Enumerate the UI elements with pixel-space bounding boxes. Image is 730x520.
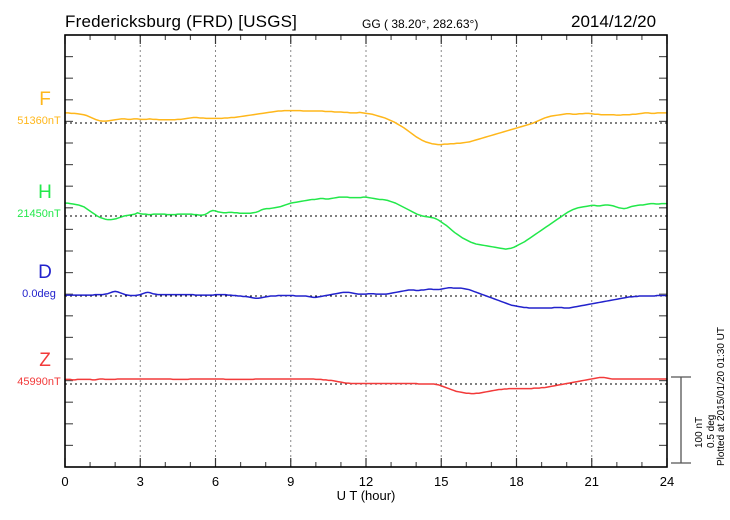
x-tick-label: 24 — [660, 474, 674, 489]
x-tick-label: 21 — [585, 474, 599, 489]
trace-layer — [64, 109, 668, 395]
component-label-F: F — [39, 89, 51, 110]
baseline-layer — [65, 122, 667, 385]
component-baseline-H: 21450nT — [17, 208, 61, 220]
x-tick-label: 12 — [359, 474, 373, 489]
x-tick-label: 18 — [509, 474, 523, 489]
observation-date: 2014/12/20 — [571, 12, 657, 31]
geographic-coordinates: GG ( 38.20°, 282.63°) — [362, 17, 479, 31]
x-tick-label: 9 — [287, 474, 294, 489]
component-baseline-F: 51360nT — [17, 115, 61, 127]
component-label-Z: Z — [39, 350, 51, 371]
scale-bar-deg-label: 0.5 deg — [706, 415, 717, 448]
scale-bar-nt-label: 100 nT — [694, 417, 705, 448]
x-tick-label: 3 — [137, 474, 144, 489]
station-title: Fredericksburg (FRD) [USGS] — [65, 12, 298, 31]
x-tick-labels: 0 3 6 9 12 15 18 21 24 — [61, 474, 674, 489]
trace-D — [64, 286, 668, 309]
trace-F — [64, 109, 668, 146]
component-baseline-D: 0.0deg — [22, 288, 56, 300]
x-axis-title: U T (hour) — [337, 488, 396, 503]
component-baseline-Z: 45990nT — [17, 376, 61, 388]
plotted-at-timestamp: Plotted at 2015/01/20 01:30 UT — [716, 327, 727, 466]
component-label-H: H — [38, 182, 52, 203]
trace-Z — [64, 376, 668, 395]
component-label-D: D — [38, 262, 52, 283]
plot-frame — [64, 34, 668, 468]
x-tick-label: 15 — [434, 474, 448, 489]
grid-layer — [139, 35, 593, 467]
x-tick-label: 0 — [61, 474, 68, 489]
component-labels: F 51360nT H 21450nT D 0.0deg Z 45990nT — [17, 89, 61, 388]
x-tick-label: 6 — [212, 474, 219, 489]
scale-bar: 100 nT 0.5 deg — [671, 376, 717, 464]
trace-H — [64, 196, 668, 250]
